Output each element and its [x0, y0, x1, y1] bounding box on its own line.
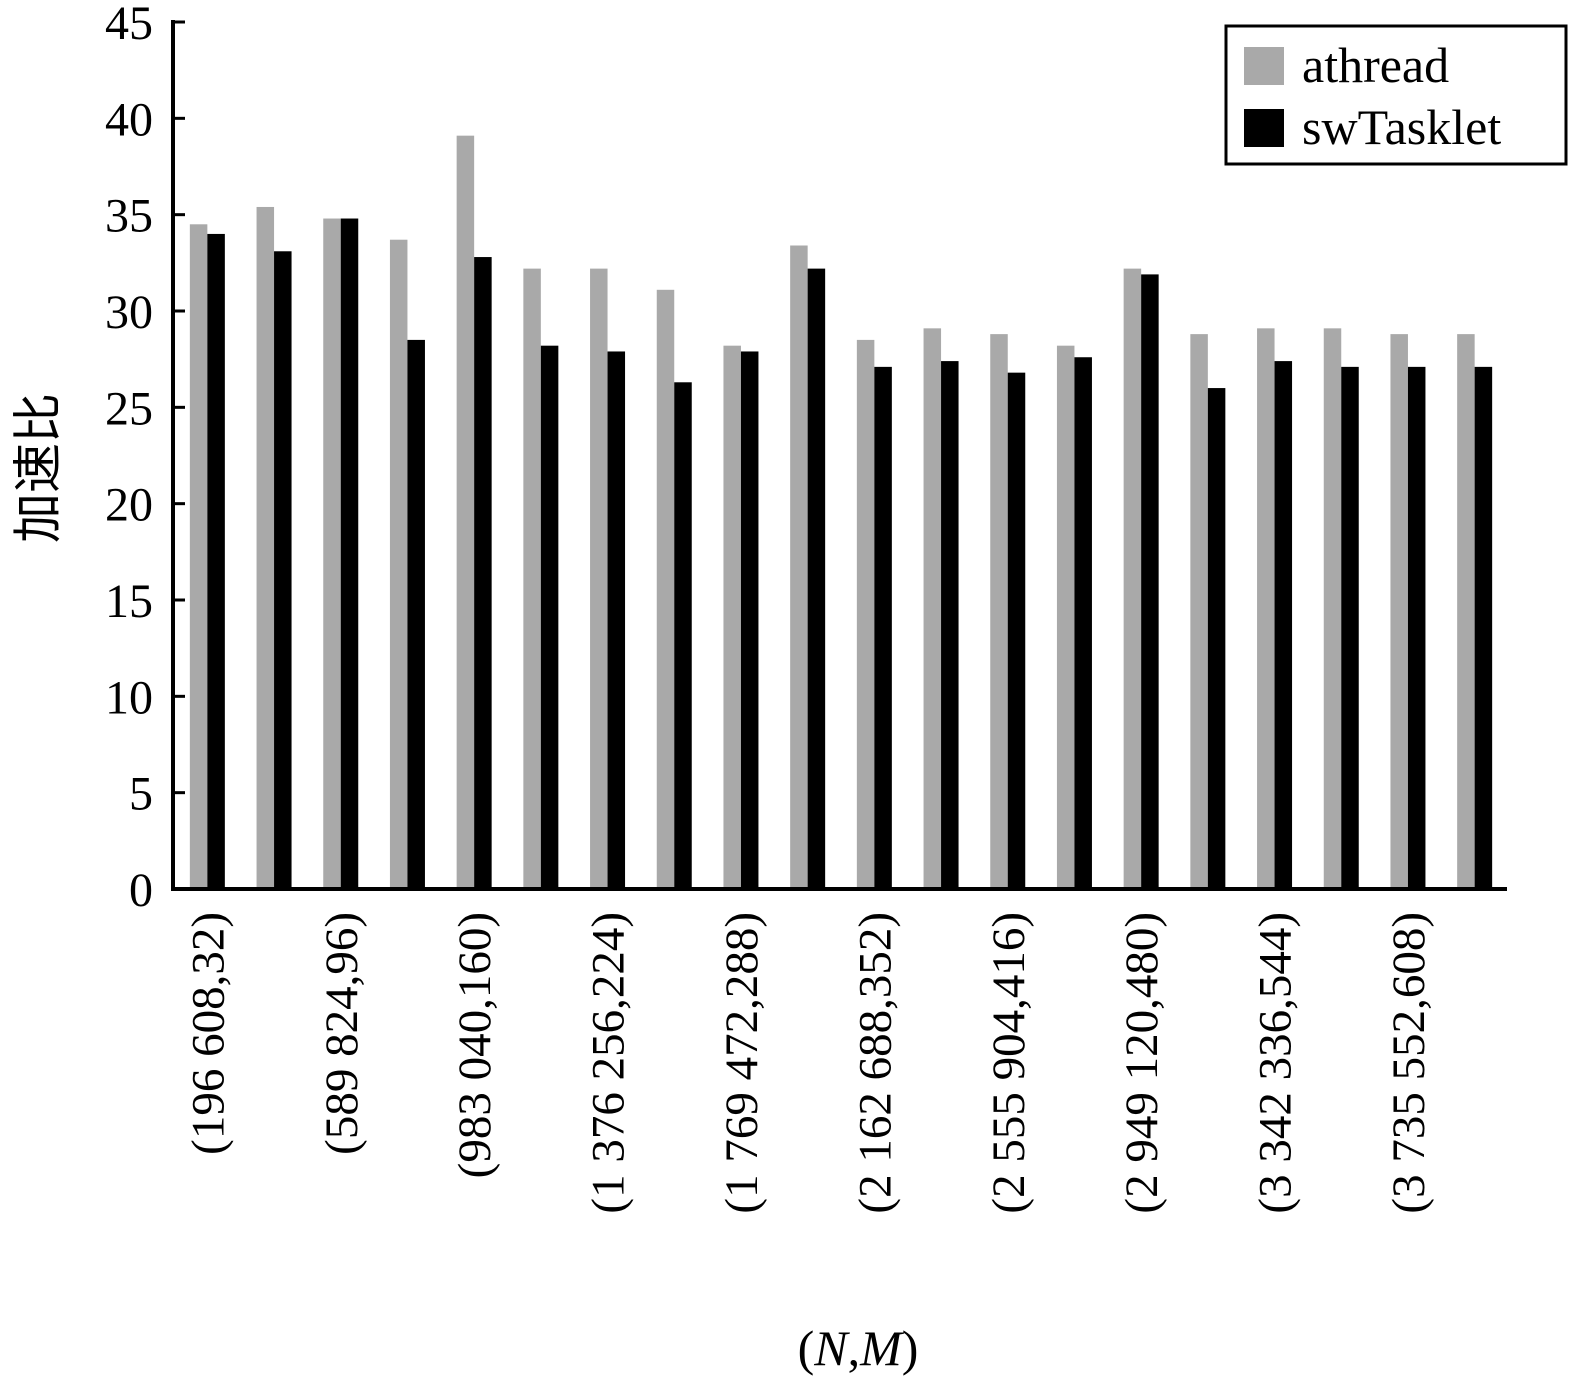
bar-athread-15: [1190, 334, 1208, 889]
legend-swatch-swtasklet: [1244, 109, 1284, 147]
bar-athread-5: [523, 268, 541, 889]
y-tick-label-40: 40: [105, 93, 153, 146]
bar-athread-7: [656, 289, 675, 890]
bar-swtasklet-11: [941, 361, 959, 889]
bar-swtasklet-19: [1474, 366, 1493, 890]
bar-swtasklet-13: [1074, 357, 1092, 889]
bar-athread-8: [723, 345, 741, 889]
bar-swtasklet-5: [540, 345, 559, 889]
bar-swtasklet-3: [407, 339, 425, 889]
legend-swatch-athread: [1244, 47, 1284, 85]
legend-label-athread: athread: [1302, 37, 1449, 93]
y-tick-label-25: 25: [105, 382, 153, 435]
x-tick-label-18: (3 735 552,608): [1383, 912, 1435, 1214]
bar-athread-2: [323, 218, 341, 889]
bar-swtasklet-6: [607, 351, 626, 890]
bars-layer: [189, 135, 1493, 890]
bar-swtasklet-4: [474, 257, 492, 889]
bar-athread-9: [790, 245, 808, 889]
bar-swtasklet-7: [674, 382, 692, 889]
y-tick-label-10: 10: [105, 671, 153, 724]
y-tick-label-15: 15: [105, 575, 153, 628]
bar-athread-16: [1257, 328, 1275, 890]
x-tick-label-6: (1 376 256,224): [583, 912, 635, 1214]
y-axis-title: 加速比: [10, 393, 66, 543]
bar-swtasklet-12: [1007, 372, 1026, 889]
bar-swtasklet-1: [274, 251, 292, 890]
y-tick-label-0: 0: [129, 864, 153, 917]
x-tick-label-0: (196 608,32): [182, 912, 234, 1155]
bar-athread-3: [389, 239, 408, 890]
bar-swtasklet-15: [1207, 388, 1226, 889]
bar-athread-1: [256, 206, 275, 889]
bar-athread-12: [990, 334, 1008, 889]
x-tick-label-8: (1 769 472,288): [716, 912, 768, 1214]
bar-swtasklet-2: [340, 218, 359, 889]
bar-swtasklet-8: [740, 351, 759, 890]
x-axis-title: (N,M): [798, 1320, 919, 1376]
bar-athread-11: [923, 328, 942, 890]
x-tick-label-16: (3 342 336,544): [1250, 912, 1302, 1214]
bar-swtasklet-10: [874, 366, 892, 890]
bar-athread-0: [189, 224, 208, 890]
x-tick-label-14: (2 949 120,480): [1116, 912, 1168, 1214]
bar-swtasklet-18: [1407, 366, 1426, 890]
bar-athread-17: [1323, 328, 1342, 890]
y-ticks-layer: 0 5 10 15 20 25 30 35 40 45: [105, 0, 185, 917]
x-tick-label-4: (983 040,160): [449, 912, 501, 1178]
y-tick-label-45: 45: [105, 0, 153, 50]
bar-athread-4: [456, 135, 475, 889]
x-tick-label-10: (2 162 688,352): [849, 912, 901, 1214]
bar-swtasklet-17: [1341, 366, 1359, 890]
x-tick-label-2: (589 824,96): [316, 912, 368, 1155]
bar-swtasklet-0: [207, 233, 225, 889]
bar-athread-14: [1123, 268, 1142, 889]
bar-swtasklet-16: [1274, 361, 1293, 889]
legend: athread swTasklet: [1224, 24, 1568, 166]
y-tick-label-20: 20: [105, 479, 153, 532]
y-tick-label-35: 35: [105, 190, 153, 243]
bar-swtasklet-14: [1141, 274, 1159, 890]
bar-athread-13: [1056, 345, 1075, 889]
bar-athread-6: [590, 268, 608, 889]
bar-swtasklet-9: [807, 268, 826, 889]
bar-athread-18: [1390, 334, 1408, 889]
y-tick-label-30: 30: [105, 286, 153, 339]
x-tick-label-12: (2 555 904,416): [983, 912, 1035, 1214]
x-tick-labels-layer: (196 608,32) (589 824,96) (983 040,160) (1 …: [182, 912, 1435, 1214]
bar-athread-19: [1457, 334, 1475, 889]
legend-label-swtasklet: swTasklet: [1302, 99, 1501, 155]
y-tick-label-5: 5: [129, 768, 153, 821]
bar-athread-10: [856, 339, 875, 889]
axes-layer: [171, 20, 1507, 891]
